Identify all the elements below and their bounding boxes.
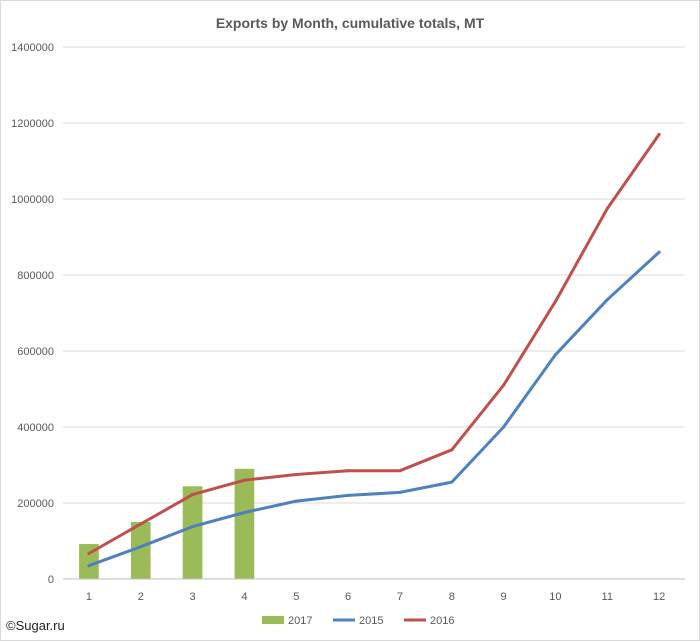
y-tick-label: 1400000 [11,42,54,54]
point-2015-month-5 [294,499,298,503]
x-tick-label: 1 [86,591,92,603]
point-2015-month-7 [398,490,402,494]
y-tick-label: 1200000 [11,118,54,130]
x-axis-tick-labels: 1 2 3 4 5 6 7 8 9 10 11 12 [86,591,665,603]
bar-2017-month-1 [79,544,99,579]
chart-title: Exports by Month, cumulative totals, MT [216,15,485,31]
point-2015-month-9 [502,425,506,429]
legend-label-2017: 2017 [288,615,312,627]
bar-series [79,468,255,579]
x-tick-label: 2 [138,591,144,603]
x-tick-label: 3 [190,591,196,603]
x-tick-label: 10 [549,591,561,603]
point-2016-month-7 [398,469,402,473]
point-2015-month-10 [553,353,557,357]
point-2016-month-9 [502,383,506,387]
point-2016-month-8 [450,448,454,452]
point-2015-month-12 [657,250,661,254]
x-tick-label: 12 [653,591,665,603]
x-tick-label: 7 [397,591,403,603]
x-tick-label: 11 [602,591,613,603]
point-2015-month-1 [87,564,91,568]
line-series [87,132,661,568]
x-tick-label: 6 [345,591,351,603]
legend-label-2015: 2015 [359,615,383,627]
point-2015-month-8 [450,480,454,484]
bar-2017-month-3 [182,486,203,579]
line-series-2015 [87,250,661,568]
point-2016-month-3 [191,493,195,497]
y-tick-label: 200000 [17,498,54,510]
x-tick-label: 4 [241,591,247,603]
y-tick-label: 1000000 [11,194,54,206]
legend: 2017 2015 2016 [262,615,454,627]
y-axis-tick-labels: 0 200000 400000 600000 800000 1000000 1200000 1… [11,42,54,586]
point-2016-month-6 [346,469,350,473]
x-tick-label: 5 [293,591,299,603]
y-tick-label: 400000 [17,422,54,434]
line-series-2016 [87,132,661,555]
bar-2017-month-4 [234,468,255,579]
gridlines [63,46,685,504]
point-2015-month-11 [605,298,609,302]
point-2015-month-3 [191,525,195,529]
point-2016-month-11 [605,207,609,210]
y-tick-label: 0 [48,574,54,586]
point-2015-month-2 [139,545,143,549]
point-2016-month-10 [553,300,557,304]
x-tick-label: 8 [449,591,455,603]
point-2016-month-2 [139,522,143,526]
x-tick-label: 9 [501,591,507,603]
point-2016-month-4 [242,478,246,482]
y-tick-label: 600000 [17,346,54,358]
point-2015-month-4 [242,511,246,514]
point-2016-month-12 [657,132,661,136]
point-2016-month-5 [294,473,298,476]
y-tick-label: 800000 [17,270,54,282]
bar-2017-month-2 [130,522,151,579]
legend-swatch-2017 [262,616,284,624]
credit-text: ©Sugar.ru [6,618,65,633]
point-2016-month-1 [87,552,91,556]
point-2015-month-6 [346,493,350,497]
legend-label-2016: 2016 [430,615,454,627]
